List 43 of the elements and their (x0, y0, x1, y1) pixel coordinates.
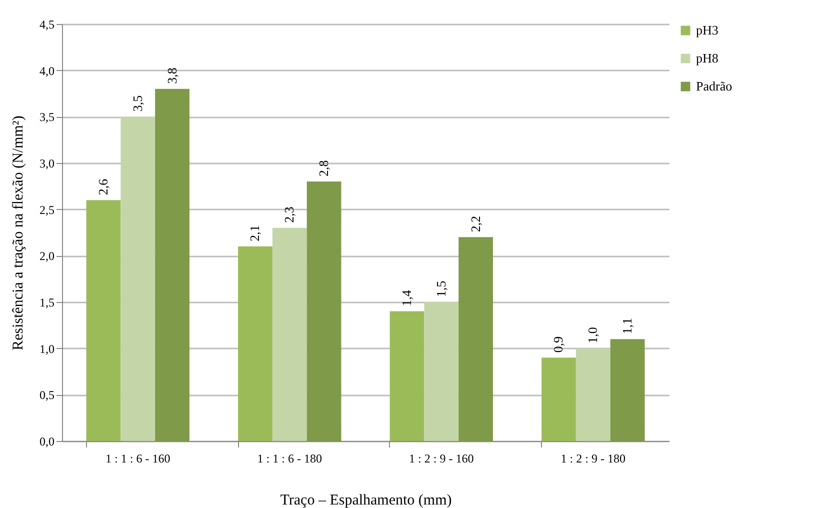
x-tick-label: 1 : 2 : 9 - 160 (409, 452, 474, 466)
y-tick-label: 1,5 (40, 296, 54, 310)
data-label: 1,0 (585, 327, 600, 344)
x-tick-label: 1 : 1 : 6 - 160 (106, 452, 170, 466)
y-tick-label: 3,5 (40, 110, 54, 124)
data-label: 1,1 (620, 318, 635, 334)
bar (120, 116, 156, 441)
x-axis-title: Traço – Espalhamento (mm) (280, 492, 452, 508)
data-label: 1,5 (433, 280, 448, 297)
bar (306, 182, 342, 441)
y-tick-label: 0,5 (40, 388, 54, 402)
bar (272, 228, 307, 441)
y-tick-label: 2,0 (40, 249, 54, 264)
y-tick-label: 0,0 (40, 434, 54, 448)
legend-label: pH3 (696, 22, 718, 38)
legend-label: pH8 (696, 50, 718, 66)
y-axis-title: Resistência a tração na flexão (N/mm²) (10, 116, 26, 350)
data-label: 2,3 (282, 206, 297, 223)
data-label: 2,8 (316, 160, 332, 177)
bar (155, 88, 190, 441)
legend-label: Padrão (696, 78, 732, 94)
y-tick-label: 4,5 (40, 18, 54, 32)
data-label: 1,4 (398, 290, 414, 306)
bar (390, 311, 424, 441)
bar (610, 339, 645, 441)
bar (458, 237, 493, 441)
y-tick-label: 3,0 (40, 156, 54, 170)
bar (576, 348, 610, 441)
x-tick-label: 1 : 2 : 9 - 180 (560, 452, 626, 466)
data-label: 2,1 (247, 225, 262, 242)
y-tick-label: 4,0 (40, 64, 54, 78)
bar (86, 200, 121, 441)
y-tick-label: 1,0 (40, 342, 54, 356)
bar (424, 302, 459, 441)
data-label: 3,5 (130, 95, 145, 112)
bar (542, 358, 576, 441)
data-label: 3,8 (164, 68, 180, 84)
data-label: 0,9 (550, 336, 566, 353)
x-tick-label: 1 : 1 : 6 - 180 (257, 452, 322, 466)
data-label: 2,6 (95, 178, 110, 196)
y-tick-label: 2,5 (40, 202, 54, 217)
data-label: 2,2 (468, 216, 483, 232)
bar (238, 246, 272, 441)
